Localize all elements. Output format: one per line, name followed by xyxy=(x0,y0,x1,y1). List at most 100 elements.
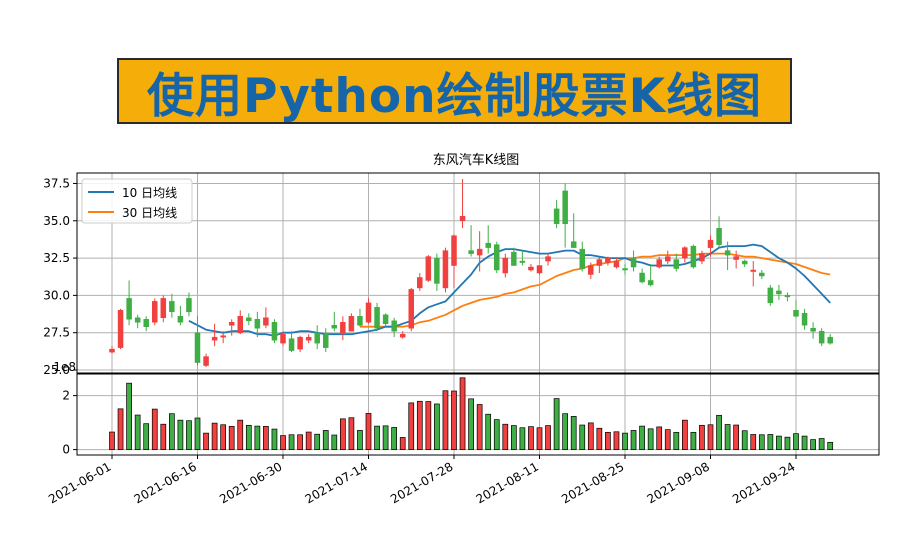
volume-bar xyxy=(724,424,731,450)
volume-bar xyxy=(451,390,457,450)
candle-body xyxy=(271,322,278,341)
candle-body xyxy=(545,256,551,262)
volume-bar xyxy=(228,426,235,450)
volume-bar xyxy=(545,425,551,450)
candle-body xyxy=(536,265,543,274)
volume-bar xyxy=(442,390,449,450)
candle-body xyxy=(237,316,243,333)
volume-bar xyxy=(733,424,740,450)
volume-bar xyxy=(528,426,534,450)
price-tick-label: 30.0 xyxy=(43,288,70,302)
volume-bar xyxy=(639,425,645,450)
volume-bar xyxy=(331,434,338,450)
volume-bar xyxy=(314,433,321,450)
volume-bar xyxy=(134,414,141,450)
volume-bar xyxy=(553,398,560,450)
candle-body xyxy=(203,356,209,366)
volume-bar xyxy=(143,423,150,450)
candle-body xyxy=(228,322,235,326)
volume-bar xyxy=(673,431,680,450)
x-tick-label: 2021-08-11 xyxy=(474,459,541,506)
volume-bar xyxy=(237,419,244,450)
legend-label-ma10: 10 日均线 xyxy=(122,186,177,200)
candle-body xyxy=(716,227,722,245)
candle-body xyxy=(442,250,449,289)
candle-body xyxy=(827,336,833,344)
volume-bar xyxy=(716,414,722,450)
volume-tick-label: 2 xyxy=(62,389,70,403)
ma10-line xyxy=(188,243,831,337)
candle-body xyxy=(784,295,791,298)
volume-bar xyxy=(485,413,492,450)
x-tick-label: 2021-06-16 xyxy=(132,459,199,506)
volume-bar xyxy=(357,430,363,450)
candle-body xyxy=(365,302,372,323)
candle-body xyxy=(579,248,585,269)
moving-average-lines xyxy=(188,243,831,337)
volume-bar xyxy=(613,431,620,450)
volume-bar xyxy=(468,398,474,450)
price-tick-label: 37.5 xyxy=(43,176,70,190)
volume-tick-label: 0 xyxy=(62,443,70,457)
candle-body xyxy=(570,241,577,248)
candle-body xyxy=(707,239,714,248)
candle-body xyxy=(263,317,269,326)
candle-body xyxy=(502,257,509,274)
volume-bar xyxy=(160,423,167,450)
volume-bar xyxy=(656,426,663,450)
candle-body xyxy=(305,336,312,341)
volume-bar xyxy=(151,408,158,450)
candle-body xyxy=(562,190,568,224)
x-tick-label: 2021-07-28 xyxy=(388,459,455,506)
candle-body xyxy=(759,272,765,277)
candle-body xyxy=(622,268,628,271)
candle-body xyxy=(699,253,705,262)
volume-bar xyxy=(493,419,500,450)
candle-body xyxy=(724,250,731,256)
volume-bar xyxy=(169,413,175,450)
candle-body xyxy=(656,259,662,268)
volume-bar xyxy=(707,424,714,450)
volume-bar xyxy=(776,435,782,450)
volume-bar xyxy=(519,427,526,450)
candle-body xyxy=(690,245,697,268)
volume-bar xyxy=(818,438,825,450)
candle-body xyxy=(194,332,201,363)
chart-title: 东风汽车K线图 xyxy=(433,152,520,168)
volume-bar xyxy=(587,422,594,450)
candle-body xyxy=(741,260,748,265)
candle-body xyxy=(357,316,363,326)
volume-bar xyxy=(690,431,697,450)
candle-body xyxy=(340,322,346,333)
volume-bar xyxy=(579,424,586,450)
volume-bar xyxy=(382,425,389,450)
candle-body xyxy=(810,327,816,332)
candle-body xyxy=(254,319,261,329)
volume-bar xyxy=(297,434,303,450)
volume-bars xyxy=(109,377,834,450)
volume-bar xyxy=(126,382,132,450)
volume-bar xyxy=(536,427,543,450)
volume-bar xyxy=(647,428,654,450)
candle-body xyxy=(186,298,192,313)
volume-bar xyxy=(434,403,440,450)
volume-bar xyxy=(502,423,509,450)
price-axes-frame xyxy=(76,172,880,374)
volume-bar xyxy=(186,420,192,450)
volume-bar xyxy=(767,434,774,450)
candle-body xyxy=(818,330,825,344)
volume-bar xyxy=(322,430,329,450)
volume-bar xyxy=(664,429,671,450)
candle-body xyxy=(143,319,149,327)
volume-bar xyxy=(263,426,269,450)
candle-body xyxy=(391,320,397,332)
volume-bar xyxy=(391,427,397,450)
x-tick-label: 2021-07-14 xyxy=(303,459,370,506)
candle-body xyxy=(485,242,491,248)
candle-body xyxy=(468,250,474,254)
candle-body xyxy=(408,289,414,329)
candle-body xyxy=(767,287,774,304)
x-tick-label: 2021-09-08 xyxy=(645,459,712,506)
volume-bar xyxy=(741,430,748,450)
